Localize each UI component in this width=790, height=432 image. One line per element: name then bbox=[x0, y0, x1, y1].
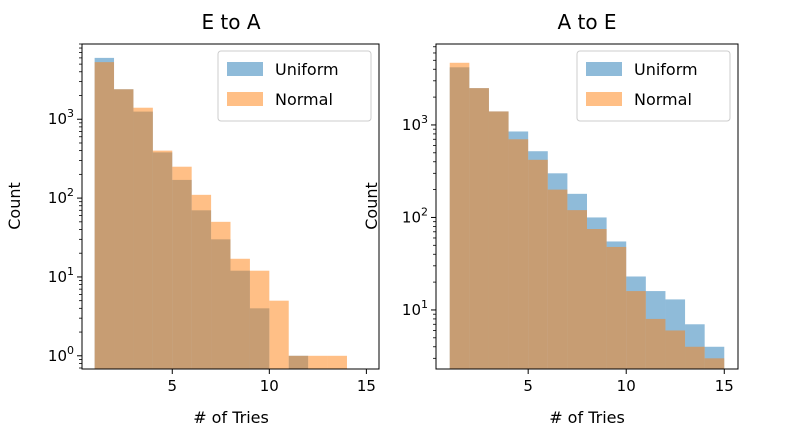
normal-bar bbox=[114, 89, 134, 370]
normal-bar bbox=[488, 111, 509, 369]
normal-bar bbox=[211, 221, 231, 369]
normal-bar bbox=[528, 159, 548, 369]
chart-title: E to A bbox=[201, 10, 260, 34]
x-axis-label: # of Tries bbox=[193, 408, 269, 427]
normal-bar bbox=[606, 246, 627, 369]
x-tick-label: 10 bbox=[617, 377, 636, 395]
subplot-e-to-a: E to A # of Tries Count 5 10 15 100 101 102 10… bbox=[5, 10, 380, 427]
y-axis-label: Count bbox=[5, 182, 24, 230]
normal-bar bbox=[94, 62, 115, 370]
ticks-group: 5 10 15 100 101 102 103 bbox=[48, 43, 376, 395]
y-tick-label: 101 bbox=[402, 298, 428, 319]
normal-bar bbox=[249, 270, 270, 369]
normal-bar bbox=[508, 139, 529, 369]
legend-swatch-normal bbox=[586, 92, 622, 106]
legend: Uniform Normal bbox=[217, 50, 372, 122]
x-tick-label: 5 bbox=[523, 377, 533, 395]
legend-label-uniform: Uniform bbox=[275, 60, 339, 79]
normal-bar bbox=[469, 88, 489, 369]
normal-bar bbox=[685, 346, 705, 369]
y-axis-label: Count bbox=[362, 182, 381, 230]
ticks-group: 5 10 15 101 102 103 bbox=[402, 46, 734, 395]
x-axis-label: # of Tries bbox=[549, 408, 625, 427]
y-tick-label: 102 bbox=[48, 186, 74, 207]
normal-bar bbox=[704, 358, 725, 369]
y-tick-label: 101 bbox=[48, 265, 74, 286]
axes-frame bbox=[81, 43, 380, 370]
normal-bar bbox=[547, 189, 568, 369]
normal-bar bbox=[449, 62, 470, 369]
legend-swatch-normal bbox=[227, 92, 263, 106]
x-tick-label: 5 bbox=[167, 377, 177, 395]
normal-bar bbox=[288, 355, 309, 369]
normal-bar bbox=[133, 107, 153, 369]
bars-group bbox=[449, 62, 725, 370]
normal-bar bbox=[191, 194, 212, 369]
chart-title: A to E bbox=[557, 10, 616, 34]
normal-bar bbox=[587, 229, 607, 369]
legend-label-normal: Normal bbox=[275, 90, 333, 109]
normal-bar bbox=[626, 291, 646, 369]
legend-label-normal: Normal bbox=[634, 90, 692, 109]
normal-bar bbox=[152, 150, 173, 369]
x-tick-label: 10 bbox=[260, 377, 279, 395]
normal-bar bbox=[567, 210, 587, 369]
normal-bar bbox=[327, 355, 347, 369]
normal-bar bbox=[172, 166, 192, 369]
y-tick-label: 100 bbox=[48, 344, 74, 365]
subplot-a-to-e: A to E # of Tries Count 5 10 15 101 102 103 U… bbox=[362, 10, 739, 427]
x-tick-label: 15 bbox=[357, 377, 376, 395]
y-tick-label: 103 bbox=[48, 107, 74, 128]
normal-bar bbox=[665, 330, 686, 369]
y-tick-label: 103 bbox=[402, 113, 428, 134]
y-tick-label: 102 bbox=[402, 205, 428, 226]
normal-bar bbox=[308, 355, 328, 369]
legend: Uniform Normal bbox=[576, 50, 731, 122]
normal-bar bbox=[269, 300, 289, 369]
legend-label-uniform: Uniform bbox=[634, 60, 698, 79]
bars-group bbox=[94, 57, 347, 370]
legend-swatch-uniform bbox=[227, 62, 263, 76]
axes-frame bbox=[435, 43, 739, 370]
normal-bar bbox=[645, 318, 666, 369]
legend-swatch-uniform bbox=[586, 62, 622, 76]
x-tick-label: 15 bbox=[715, 377, 734, 395]
normal-bar bbox=[230, 258, 250, 369]
